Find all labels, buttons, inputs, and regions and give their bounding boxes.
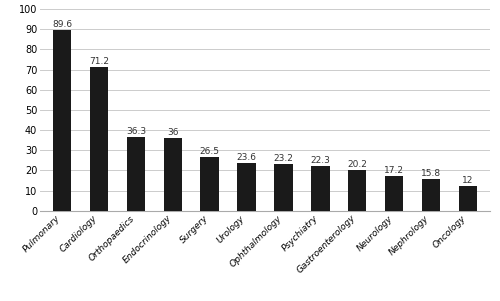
Text: 15.8: 15.8 (421, 169, 441, 178)
Bar (126, 138, 145, 211)
Text: 23.6: 23.6 (236, 153, 256, 162)
Bar (385, 176, 404, 211)
Text: 22.3: 22.3 (310, 156, 330, 165)
Bar (422, 179, 440, 211)
Bar (164, 138, 182, 211)
Bar (274, 164, 292, 211)
Text: 20.2: 20.2 (348, 160, 367, 169)
Text: 89.6: 89.6 (52, 20, 72, 29)
Bar (348, 170, 366, 211)
Bar (200, 157, 219, 211)
Bar (311, 166, 330, 211)
Text: 26.5: 26.5 (200, 147, 220, 156)
Text: 17.2: 17.2 (384, 166, 404, 175)
Text: 71.2: 71.2 (89, 57, 109, 66)
Text: 12: 12 (462, 176, 473, 185)
Bar (53, 30, 72, 211)
Text: 36.3: 36.3 (126, 128, 146, 136)
Bar (238, 163, 256, 211)
Text: 23.2: 23.2 (274, 154, 293, 163)
Bar (458, 187, 477, 211)
Text: 36: 36 (167, 128, 178, 137)
Bar (90, 67, 108, 211)
